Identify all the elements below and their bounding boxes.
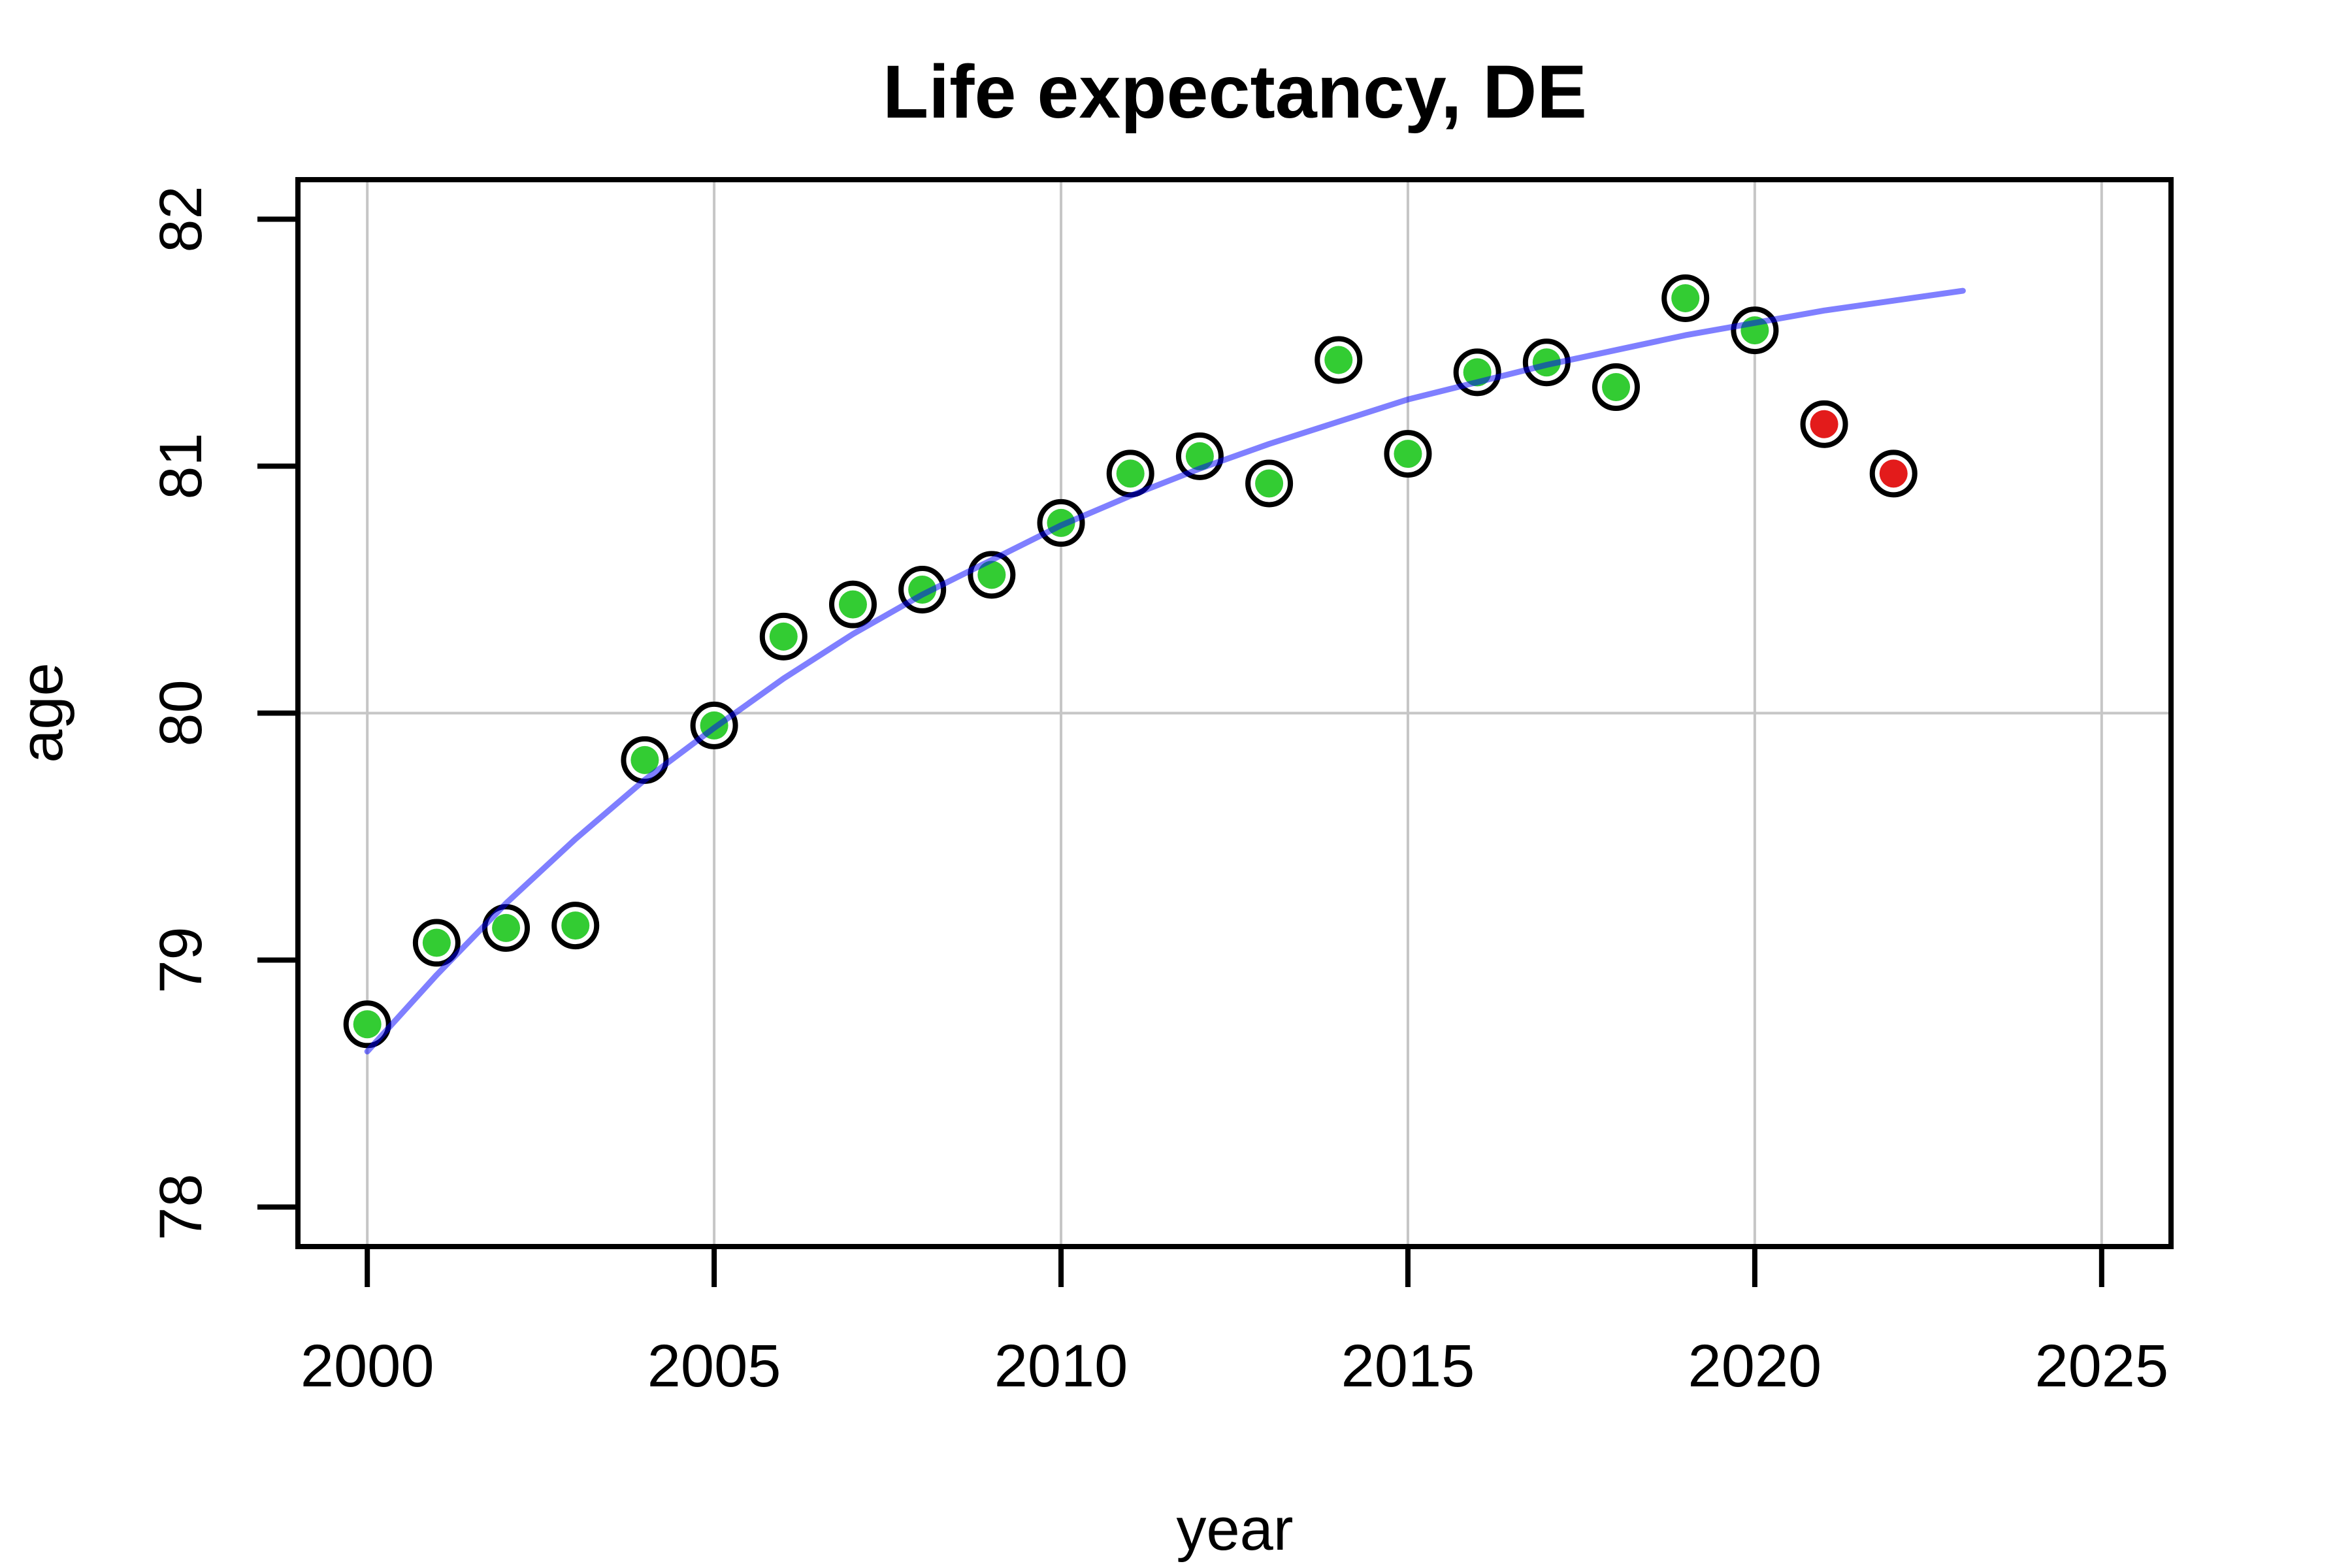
data-point-2011 [1106,449,1154,498]
x-tick-label-2000: 2000 [301,1333,434,1399]
data-point-dot-2014 [1324,346,1353,374]
data-point-dot-2021 [1810,410,1838,438]
data-point-dot-2013 [1255,469,1284,498]
data-point-2018 [1592,363,1641,412]
grid-lines [298,180,2171,1247]
x-tick-label-2010: 2010 [994,1333,1128,1399]
data-point-dot-2018 [1602,373,1631,402]
tick-labels: 2000 2005 2010 2015 2020 2025 78 79 80 81 82 [148,186,2168,1399]
data-point-dot-2007 [838,590,867,619]
data-point-dot-2003 [561,911,590,940]
data-points [343,274,1918,1049]
y-tick-label-79: 79 [148,926,214,993]
data-point-dot-2002 [492,913,521,942]
data-point-dot-2009 [977,561,1006,589]
data-point-dot-2000 [353,1010,382,1039]
data-point-2019 [1661,274,1710,322]
x-tick-label-2025: 2025 [2034,1333,2168,1399]
data-point-2012 [1175,432,1224,480]
y-tick-label-81: 81 [148,433,214,499]
data-point-2020 [1731,306,1779,355]
data-point-2014 [1315,336,1363,384]
data-point-2013 [1245,459,1294,508]
data-point-dot-2006 [769,622,798,651]
x-tick-label-2015: 2015 [1341,1333,1475,1399]
trend-curve [364,287,1966,1054]
y-tick-label-80: 80 [148,679,214,746]
data-point-2007 [828,580,877,629]
data-point-dot-2011 [1116,459,1145,488]
y-axis-label: age [8,662,75,763]
y-tick-label-82: 82 [148,186,214,252]
data-point-2022 [1869,449,1918,498]
data-point-2001 [412,919,461,967]
data-point-2004 [621,736,669,784]
data-point-2015 [1384,430,1432,478]
data-point-dot-2015 [1394,440,1422,468]
data-point-dot-2004 [630,745,659,774]
y-tick-label-78: 78 [148,1173,214,1240]
data-point-dot-2001 [422,928,451,957]
chart-title: Life expectancy, DE [883,50,1587,134]
x-axis-label: year [1177,1496,1294,1563]
data-point-2003 [551,902,600,950]
x-tick-label-2020: 2020 [1688,1333,1822,1399]
data-point-2006 [759,612,808,661]
x-tick-label-2005: 2005 [647,1333,781,1399]
data-point-dot-2019 [1671,284,1700,312]
axis-ticks [257,216,2104,1287]
data-point-dot-2022 [1879,459,1908,488]
trend-curve-layer [364,287,1966,1054]
data-point-2021 [1800,400,1848,448]
data-point-2000 [343,1000,391,1049]
data-point-2002 [482,904,531,952]
